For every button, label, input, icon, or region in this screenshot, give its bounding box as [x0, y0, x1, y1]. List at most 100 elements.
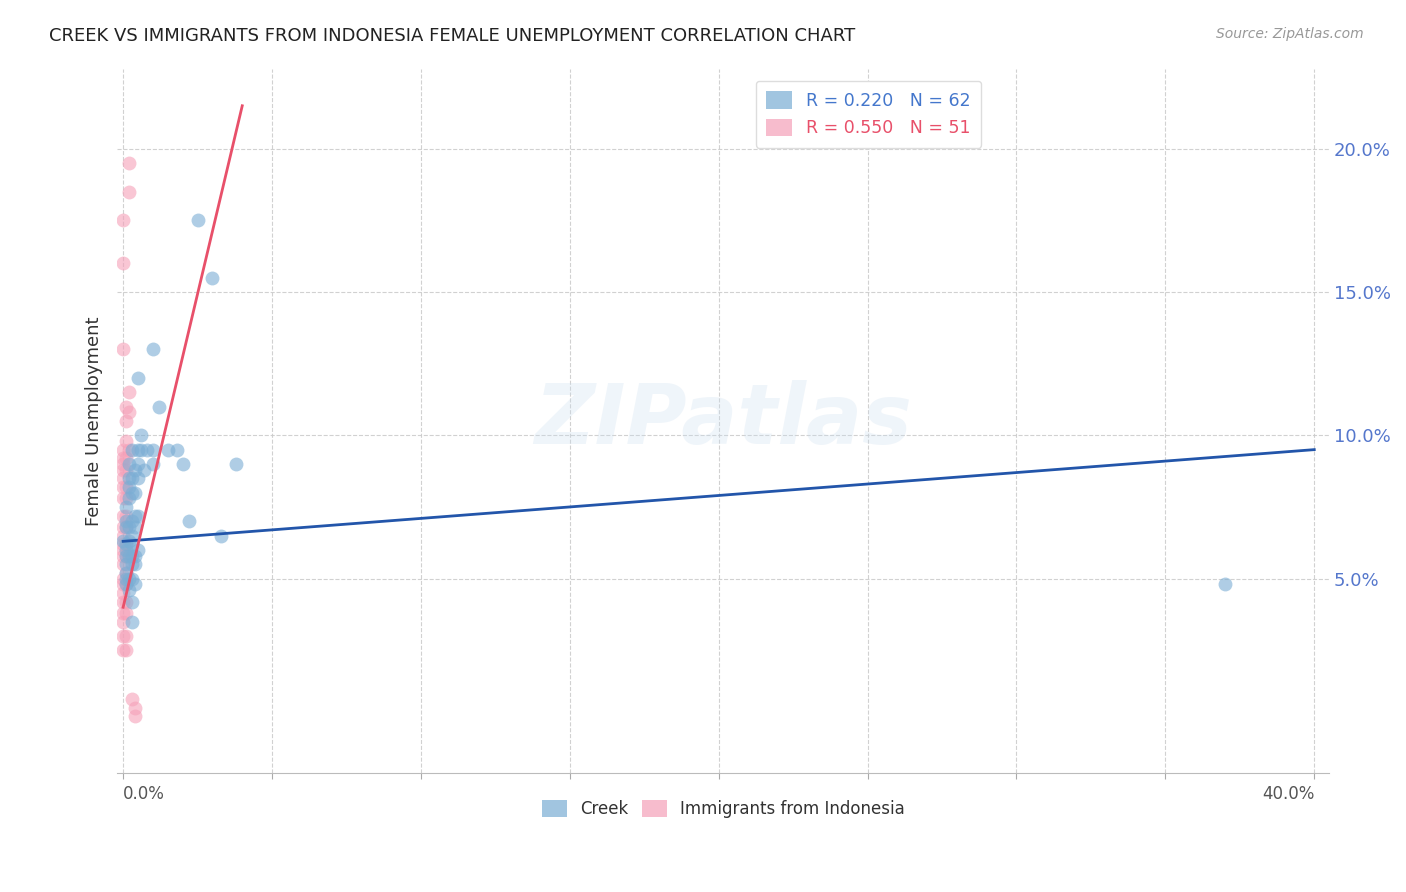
Point — [115, 508, 138, 523]
Point — [142, 343, 165, 357]
Point — [115, 577, 138, 591]
Point — [112, 343, 135, 357]
Point — [121, 471, 143, 485]
Point — [127, 442, 149, 457]
Point — [172, 457, 194, 471]
Point — [225, 457, 247, 471]
Point — [115, 400, 138, 414]
Point — [115, 566, 138, 580]
Point — [127, 508, 149, 523]
Point — [156, 442, 179, 457]
Point — [112, 629, 135, 643]
Point — [112, 594, 135, 608]
Point — [118, 457, 141, 471]
Point — [118, 185, 141, 199]
Point — [112, 520, 135, 534]
Point — [115, 463, 138, 477]
Point — [121, 442, 143, 457]
Point — [112, 586, 135, 600]
Point — [142, 457, 165, 471]
Point — [209, 528, 232, 542]
Point — [115, 577, 138, 591]
Point — [112, 643, 135, 657]
Point — [121, 615, 143, 629]
Point — [121, 528, 143, 542]
Point — [124, 709, 146, 723]
Point — [115, 566, 138, 580]
Point — [112, 543, 135, 558]
Legend: Creek, Immigrants from Indonesia: Creek, Immigrants from Indonesia — [536, 794, 911, 825]
Point — [124, 549, 146, 563]
Point — [118, 520, 141, 534]
Point — [112, 256, 135, 270]
Point — [118, 480, 141, 494]
Point — [112, 572, 135, 586]
Point — [115, 491, 138, 506]
Point — [112, 558, 135, 572]
Point — [112, 491, 135, 506]
Point — [118, 582, 141, 597]
Point — [124, 508, 146, 523]
Point — [112, 480, 135, 494]
Point — [118, 385, 141, 400]
Point — [112, 451, 135, 466]
Point — [127, 471, 149, 485]
Point — [132, 463, 155, 477]
Point — [115, 543, 138, 558]
Point — [115, 643, 138, 657]
Y-axis label: Female Unemployment: Female Unemployment — [86, 317, 103, 525]
Point — [112, 537, 135, 551]
Point — [115, 451, 138, 466]
Point — [121, 514, 143, 528]
Point — [115, 537, 138, 551]
Point — [112, 606, 135, 620]
Point — [118, 442, 141, 457]
Point — [115, 514, 138, 528]
Point — [115, 629, 138, 643]
Point — [115, 558, 138, 572]
Point — [124, 520, 146, 534]
Point — [121, 558, 143, 572]
Point — [118, 534, 141, 549]
Point — [129, 428, 152, 442]
Point — [177, 514, 200, 528]
Point — [115, 572, 138, 586]
Point — [121, 594, 143, 608]
Point — [112, 463, 135, 477]
Point — [127, 543, 149, 558]
Point — [124, 485, 146, 500]
Point — [127, 457, 149, 471]
Point — [115, 606, 138, 620]
Point — [124, 558, 146, 572]
Point — [112, 528, 135, 542]
Point — [148, 400, 170, 414]
Point — [115, 537, 138, 551]
Point — [112, 457, 135, 471]
Point — [115, 549, 138, 563]
Point — [1213, 577, 1236, 591]
Text: Source: ZipAtlas.com: Source: ZipAtlas.com — [1216, 27, 1364, 41]
Point — [124, 463, 146, 477]
Text: CREEK VS IMMIGRANTS FROM INDONESIA FEMALE UNEMPLOYMENT CORRELATION CHART: CREEK VS IMMIGRANTS FROM INDONESIA FEMAL… — [49, 27, 855, 45]
Point — [118, 405, 141, 419]
Point — [124, 577, 146, 591]
Point — [118, 156, 141, 170]
Point — [127, 371, 149, 385]
Point — [166, 442, 188, 457]
Point — [129, 442, 152, 457]
Point — [187, 213, 209, 227]
Point — [201, 270, 224, 285]
Point — [115, 594, 138, 608]
Point — [124, 700, 146, 714]
Point — [121, 692, 143, 706]
Point — [112, 577, 135, 591]
Point — [115, 520, 138, 534]
Point — [112, 508, 135, 523]
Text: 40.0%: 40.0% — [1261, 785, 1315, 803]
Point — [121, 537, 143, 551]
Point — [121, 549, 143, 563]
Point — [115, 414, 138, 428]
Text: ZIPatlas: ZIPatlas — [534, 381, 912, 461]
Point — [142, 442, 165, 457]
Point — [118, 491, 141, 506]
